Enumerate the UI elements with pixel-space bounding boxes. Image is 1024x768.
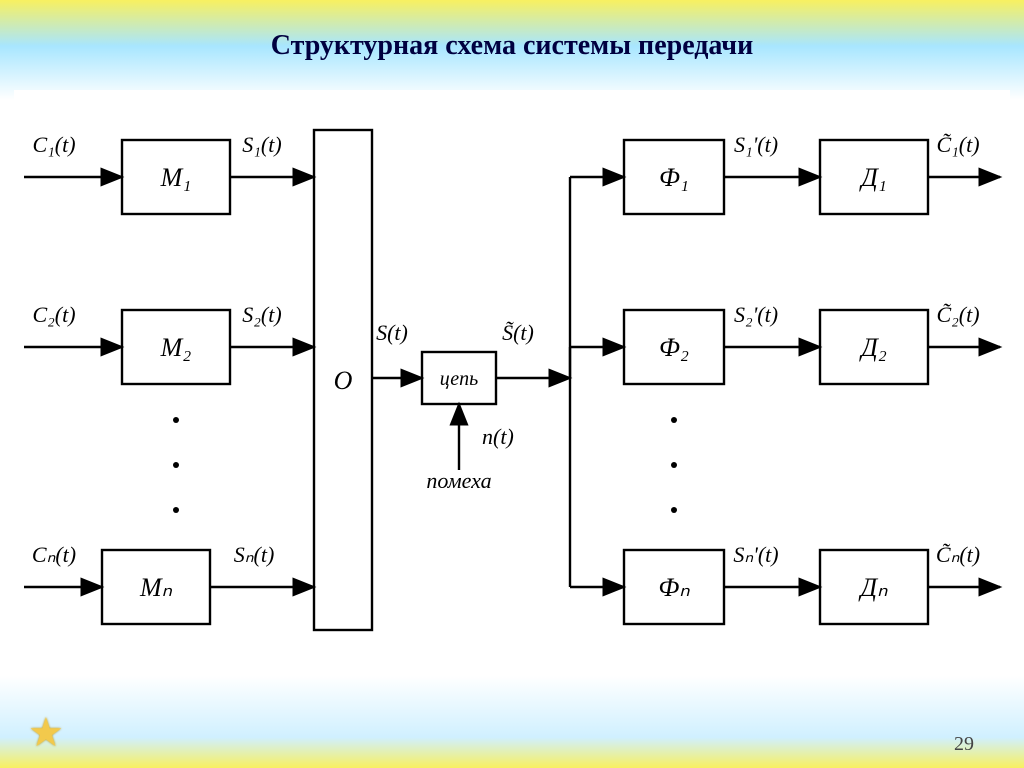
signal-label: S₁'(t) — [734, 132, 778, 157]
slide-page: Структурная схема системы передачи М₁М₂М… — [0, 0, 1024, 768]
block-m1: М₁ — [160, 163, 192, 192]
signal-label: S₁(t) — [242, 132, 281, 157]
block-fn: Фₙ — [658, 573, 690, 602]
slide-title: Структурная схема системы передачи — [0, 30, 1024, 62]
signal-label: C₁(t) — [32, 132, 75, 157]
signal-label: Cₙ(t) — [32, 542, 76, 567]
signal-label: C̃₂(t) — [936, 302, 979, 327]
block-f2: Ф₂ — [659, 333, 689, 362]
block-d1: Д₁ — [858, 163, 887, 192]
page-number: 29 — [954, 733, 974, 756]
block-mn: Мₙ — [139, 573, 173, 602]
signal-label: C̃₁(t) — [936, 132, 979, 157]
block-O: О — [334, 366, 353, 395]
noise-signal-label: n(t) — [482, 424, 514, 449]
block-m2: М₂ — [160, 333, 192, 362]
signal-label: C₂(t) — [32, 302, 75, 327]
star-icon: ★ — [28, 709, 64, 756]
signal-label: Sₙ(t) — [234, 542, 275, 567]
signal-label: S(t) — [376, 320, 408, 345]
block-f1: Ф₁ — [659, 163, 689, 192]
block-dn: Дₙ — [858, 573, 889, 602]
diagram-svg: М₁ М₂ Мₙ Оцепь Ф₁ Ф₂ Фₙ Д₁ Д₂ Дₙ C₁(t) C₂(t) Cₙ(t) S… — [14, 90, 1010, 672]
signal-label: Sₙ'(t) — [733, 542, 778, 567]
block-ch: цепь — [440, 368, 478, 390]
signal-label: C̃ₙ(t) — [936, 542, 980, 567]
block-d2: Д₂ — [858, 333, 887, 362]
signal-label: S₂(t) — [242, 302, 281, 327]
signal-label: S̃(t) — [502, 320, 534, 345]
signal-label: S₂'(t) — [734, 302, 778, 327]
noise-text-label: помеха — [426, 468, 491, 493]
